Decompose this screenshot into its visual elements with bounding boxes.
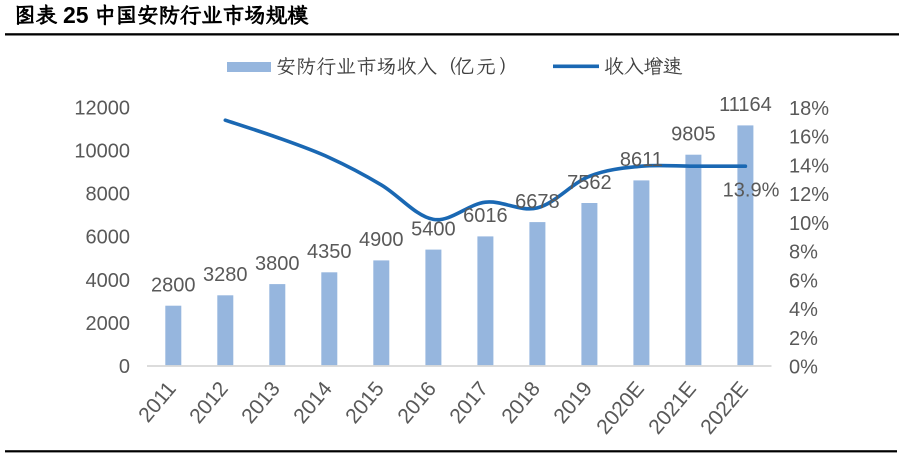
svg-text:4000: 4000: [86, 270, 131, 292]
svg-text:0%: 0%: [789, 357, 818, 379]
svg-text:3280: 3280: [203, 264, 248, 286]
svg-text:25: 25: [63, 2, 89, 28]
svg-text:2800: 2800: [151, 275, 196, 297]
svg-text:3800: 3800: [255, 253, 300, 275]
svg-text:6678: 6678: [515, 191, 560, 213]
svg-text:2000: 2000: [86, 313, 131, 335]
svg-text:8%: 8%: [789, 242, 818, 264]
svg-text:4900: 4900: [359, 229, 404, 251]
svg-text:6000: 6000: [86, 227, 131, 249]
svg-text:2%: 2%: [789, 328, 818, 350]
svg-text:8611: 8611: [620, 149, 663, 171]
svg-text:14%: 14%: [789, 156, 829, 178]
svg-text:0: 0: [119, 356, 130, 378]
svg-text:10%: 10%: [789, 213, 829, 235]
svg-text:18%: 18%: [789, 98, 829, 120]
svg-text:9805: 9805: [671, 124, 716, 146]
svg-text:7562: 7562: [567, 172, 612, 194]
svg-text:5400: 5400: [411, 218, 456, 240]
svg-text:12000: 12000: [74, 97, 130, 119]
svg-text:12%: 12%: [789, 184, 829, 206]
svg-text:4350: 4350: [307, 241, 352, 263]
svg-text:13.9%: 13.9%: [723, 180, 780, 202]
svg-text:11164: 11164: [719, 94, 772, 116]
svg-text:4%: 4%: [789, 299, 818, 321]
svg-text:6%: 6%: [789, 271, 818, 293]
svg-text:16%: 16%: [789, 127, 829, 149]
svg-text:8000: 8000: [86, 184, 131, 206]
svg-text:6016: 6016: [463, 205, 508, 227]
svg-text:10000: 10000: [74, 141, 130, 163]
